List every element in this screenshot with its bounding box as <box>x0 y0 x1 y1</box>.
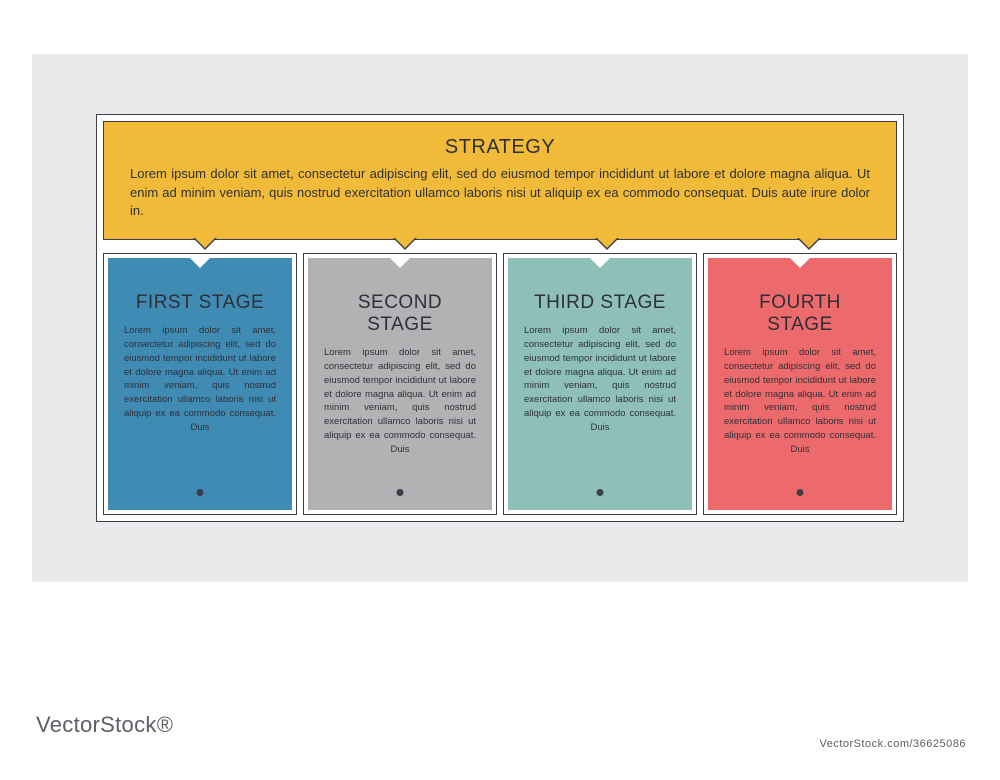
pointer-icon <box>193 238 217 252</box>
stage-title: THIRD STAGE <box>524 292 676 314</box>
notch-icon <box>589 258 611 270</box>
stage-cell: FIRST STAGE Lorem ipsum dolor sit amet, c… <box>103 253 297 515</box>
stage-title: FOURTH STAGE <box>724 292 876 336</box>
pointer-icon <box>595 238 619 252</box>
header-title: STRATEGY <box>130 136 870 159</box>
dot-icon <box>397 489 404 496</box>
notch-icon <box>189 258 211 270</box>
stage-body: Lorem ipsum dolor sit amet, consectetur … <box>324 346 476 456</box>
header-body: Lorem ipsum dolor sit amet, consectetur … <box>130 165 870 222</box>
notch-icon <box>789 258 811 270</box>
infographic-frame: STRATEGY Lorem ipsum dolor sit amet, con… <box>96 114 904 523</box>
watermark-label: VectorStock.com/36625086 <box>819 738 966 750</box>
stage-title: FIRST STAGE <box>124 292 276 314</box>
stage-inner: FOURTH STAGE Lorem ipsum dolor sit amet, … <box>708 258 892 510</box>
pointer-row <box>103 239 897 253</box>
stage-body: Lorem ipsum dolor sit amet, consectetur … <box>724 346 876 456</box>
stage-body: Lorem ipsum dolor sit amet, consectetur … <box>124 324 276 434</box>
dot-icon <box>797 489 804 496</box>
pointer-icon <box>797 238 821 252</box>
infographic-canvas: STRATEGY Lorem ipsum dolor sit amet, con… <box>32 54 968 582</box>
dot-icon <box>597 489 604 496</box>
stages-row: FIRST STAGE Lorem ipsum dolor sit amet, c… <box>103 253 897 515</box>
watermark-right: VectorStock.com/36625086 <box>819 738 966 750</box>
stage-cell: THIRD STAGE Lorem ipsum dolor sit amet, c… <box>503 253 697 515</box>
dot-icon <box>197 489 204 496</box>
stage-inner: FIRST STAGE Lorem ipsum dolor sit amet, c… <box>108 258 292 510</box>
stage-title: SECOND STAGE <box>324 292 476 336</box>
stage-inner: SECOND STAGE Lorem ipsum dolor sit amet, … <box>308 258 492 510</box>
stage-body: Lorem ipsum dolor sit amet, consectetur … <box>524 324 676 434</box>
strategy-header: STRATEGY Lorem ipsum dolor sit amet, con… <box>103 121 897 241</box>
watermark-left: VectorStock® <box>36 712 173 738</box>
notch-icon <box>389 258 411 270</box>
stage-inner: THIRD STAGE Lorem ipsum dolor sit amet, c… <box>508 258 692 510</box>
stage-cell: SECOND STAGE Lorem ipsum dolor sit amet, … <box>303 253 497 515</box>
stage-cell: FOURTH STAGE Lorem ipsum dolor sit amet, … <box>703 253 897 515</box>
pointer-icon <box>393 238 417 252</box>
